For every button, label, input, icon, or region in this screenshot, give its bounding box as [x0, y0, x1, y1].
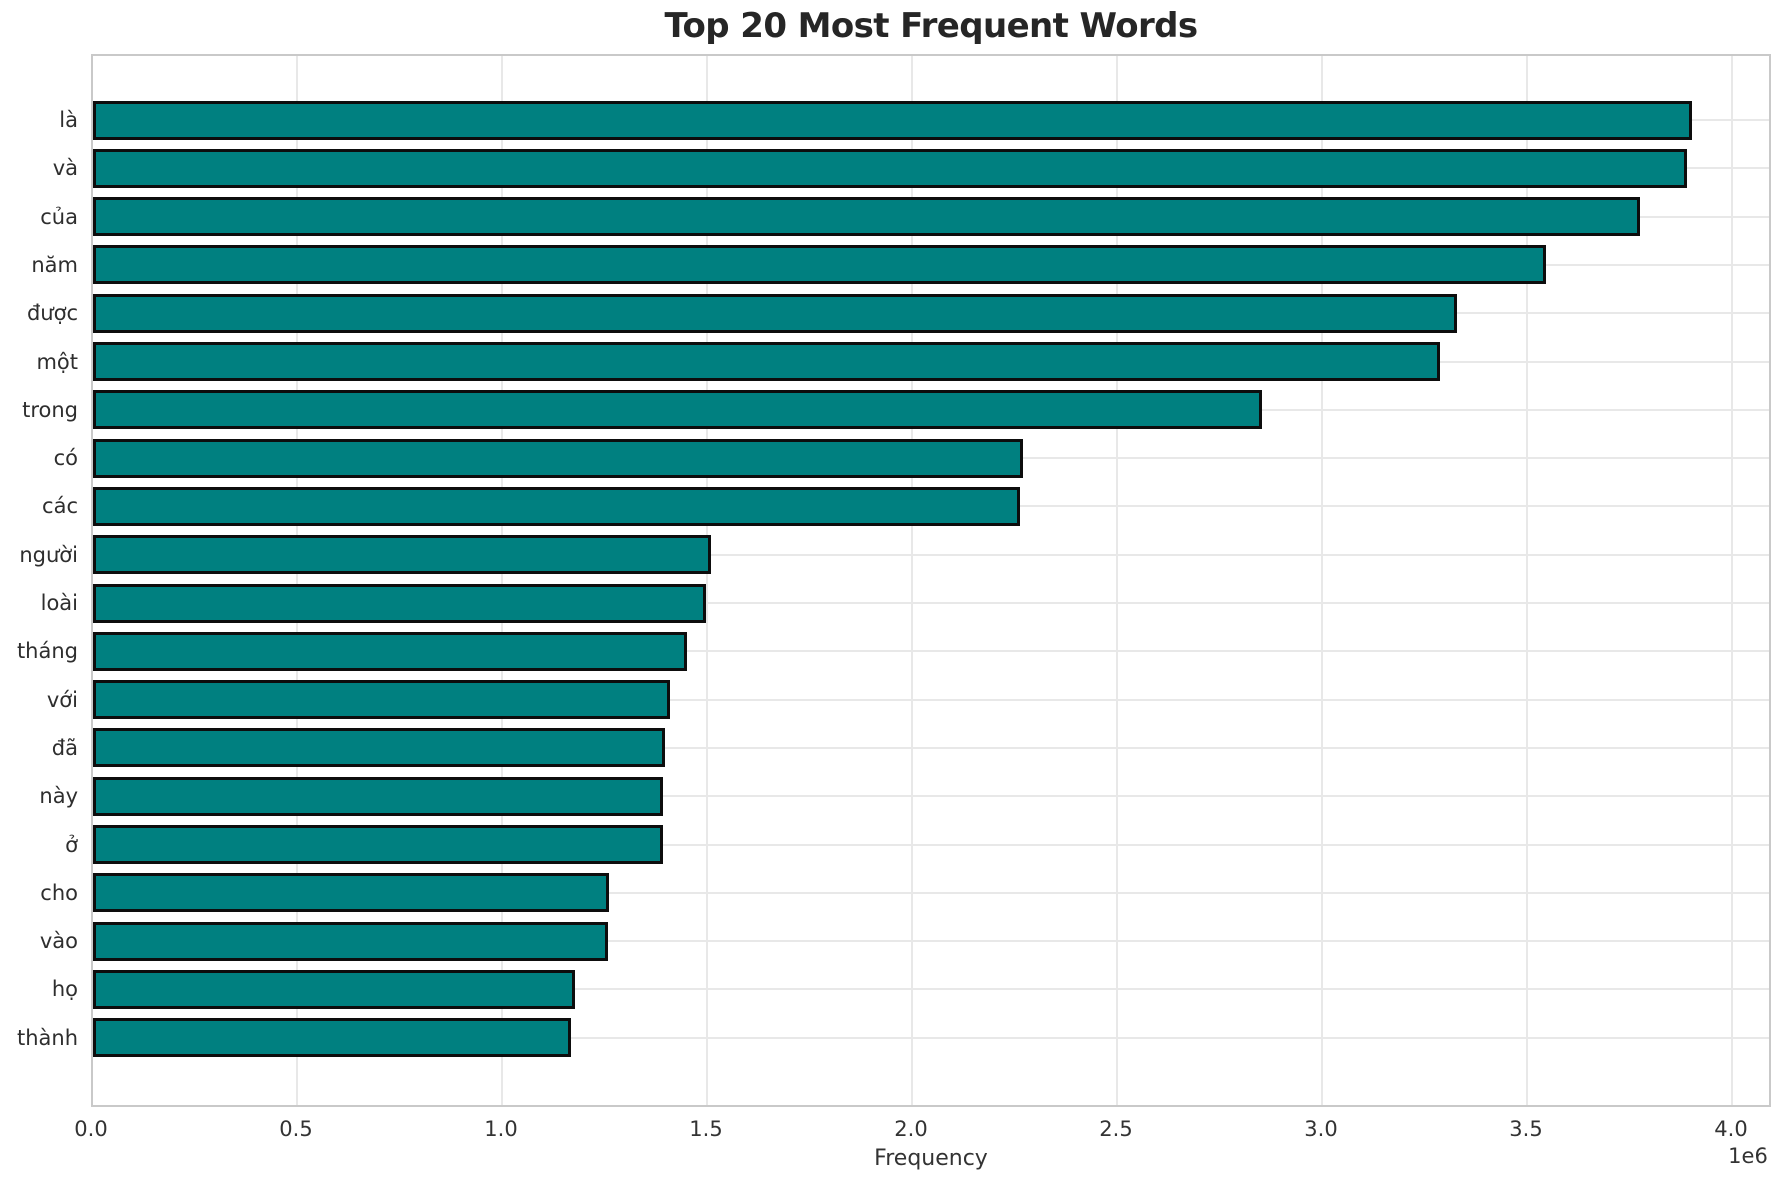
y-axis-label: và — [52, 156, 78, 181]
vertical-gridline — [706, 56, 708, 1105]
bar-tháng — [93, 631, 688, 671]
horizontal-gridline — [93, 988, 1769, 991]
y-axis-label: loài — [40, 591, 78, 615]
y-axis-label: họ — [51, 977, 78, 1002]
bar-người — [93, 535, 711, 575]
bar-của — [93, 197, 1640, 237]
vertical-gridline — [296, 56, 298, 1105]
y-axis-label: với — [46, 687, 78, 712]
bar-loài — [93, 583, 707, 623]
bar-họ — [93, 969, 575, 1009]
horizontal-gridline — [93, 940, 1769, 943]
bar-và — [93, 148, 1688, 188]
horizontal-gridline — [93, 891, 1769, 894]
y-axis-label: có — [53, 446, 78, 471]
x-axis-title: Frequency — [874, 1146, 988, 1171]
y-axis-label: một — [36, 349, 78, 374]
vertical-gridline — [1321, 56, 1323, 1105]
x-axis-tick-label: 3.0 — [1304, 1117, 1338, 1141]
y-axis-label: trong — [22, 397, 78, 422]
horizontal-gridline — [93, 746, 1769, 749]
vertical-gridline — [1526, 56, 1528, 1105]
bar-năm — [93, 245, 1546, 285]
y-axis-label: cho — [40, 880, 78, 905]
y-axis-label: được — [26, 301, 78, 326]
x-axis-tick-label: 2.0 — [894, 1117, 928, 1141]
vertical-gridline — [911, 56, 913, 1105]
x-axis-tick-label: 1.0 — [484, 1117, 518, 1141]
y-axis-label: này — [39, 784, 78, 809]
vertical-gridline — [501, 56, 503, 1105]
y-axis-label: vào — [39, 929, 78, 954]
bar-với — [93, 680, 671, 720]
y-axis-label: đã — [51, 735, 78, 760]
x-axis-tick-label: 3.5 — [1509, 1117, 1543, 1141]
horizontal-gridline — [93, 1036, 1769, 1039]
y-axis-label: năm — [31, 252, 78, 277]
bar-này — [93, 776, 664, 816]
bar-trong — [93, 390, 1262, 430]
horizontal-gridline — [93, 795, 1769, 798]
y-axis-label: tháng — [16, 639, 78, 664]
bar-ở — [93, 825, 663, 864]
x-axis-tick-label: 4.0 — [1714, 1117, 1748, 1141]
bar-đã — [93, 728, 665, 768]
bar-thành — [93, 1018, 572, 1058]
y-axis-label: các — [42, 494, 78, 519]
x-axis-tick-label: 0.0 — [74, 1117, 108, 1141]
y-axis-label: người — [19, 542, 78, 567]
y-axis-label: thành — [16, 1025, 78, 1050]
x-axis-tick-label: 2.5 — [1099, 1117, 1133, 1141]
bar-cho — [93, 873, 609, 913]
y-axis-label: ở — [65, 832, 78, 857]
horizontal-gridline — [93, 602, 1769, 604]
bar-có — [93, 438, 1023, 478]
horizontal-gridline — [93, 650, 1769, 653]
plot-area — [91, 54, 1771, 1107]
bar-được — [93, 293, 1458, 333]
bar-là — [93, 100, 1692, 140]
horizontal-gridline — [93, 843, 1769, 846]
bar-một — [93, 342, 1440, 381]
horizontal-gridline — [93, 698, 1769, 701]
y-axis-label: là — [59, 108, 78, 132]
x-axis-tick-label: 1.5 — [689, 1117, 723, 1141]
y-axis-label: của — [40, 204, 78, 229]
chart-title: Top 20 Most Frequent Words — [664, 6, 1198, 46]
horizontal-gridline — [93, 553, 1769, 556]
vertical-gridline — [1116, 56, 1118, 1105]
x-axis-tick-label: 0.5 — [279, 1117, 313, 1141]
bar-các — [93, 486, 1020, 526]
vertical-gridline — [1731, 56, 1733, 1105]
bar-vào — [93, 921, 608, 961]
axis-scale-label: 1e6 — [1728, 1144, 1768, 1168]
